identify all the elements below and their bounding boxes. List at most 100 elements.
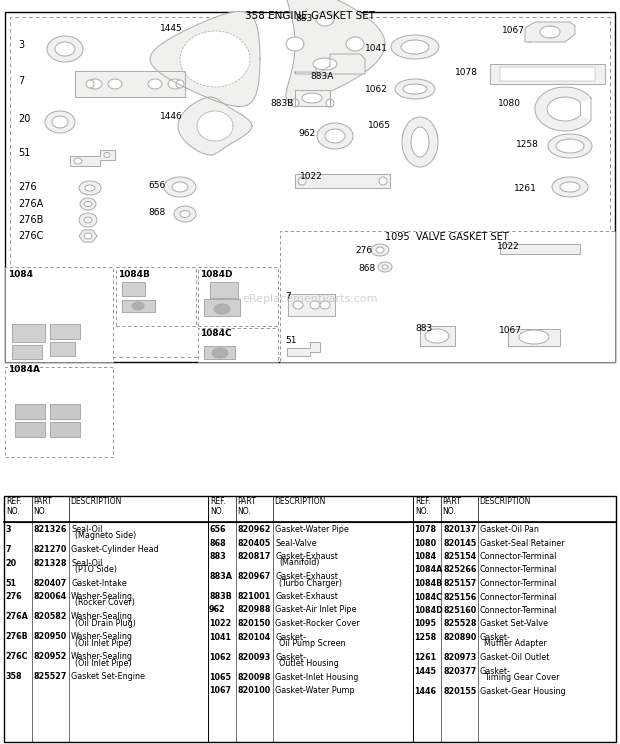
- Text: 1095: 1095: [414, 620, 436, 629]
- Text: 820104: 820104: [238, 632, 272, 641]
- Text: 962: 962: [209, 606, 226, 615]
- Text: 883A: 883A: [209, 572, 232, 581]
- Text: 656: 656: [148, 181, 166, 190]
- Bar: [198, 267, 278, 326]
- Text: (Oil Inlet Pipe): (Oil Inlet Pipe): [75, 638, 131, 647]
- Text: 820890: 820890: [443, 633, 476, 642]
- Text: 1080: 1080: [414, 539, 436, 548]
- Ellipse shape: [55, 42, 75, 56]
- Text: Gasket-Seal Retainer: Gasket-Seal Retainer: [480, 539, 565, 548]
- Text: 820405: 820405: [238, 539, 272, 548]
- Ellipse shape: [148, 79, 162, 89]
- Text: 51: 51: [5, 579, 16, 588]
- Text: Gasket-Water Pipe: Gasket-Water Pipe: [275, 525, 349, 534]
- Polygon shape: [525, 22, 575, 42]
- Text: 820064: 820064: [34, 592, 67, 601]
- Text: Timing Gear Cover: Timing Gear Cover: [484, 673, 559, 682]
- Ellipse shape: [47, 36, 83, 62]
- Ellipse shape: [425, 329, 449, 343]
- Text: 358 ENGINE GASKET SET: 358 ENGINE GASKET SET: [245, 11, 375, 21]
- Polygon shape: [490, 64, 605, 84]
- Text: Gasket-: Gasket-: [480, 667, 511, 676]
- Text: 358: 358: [5, 672, 22, 681]
- Text: 820950: 820950: [34, 632, 67, 641]
- Text: 276A: 276A: [5, 612, 28, 621]
- Ellipse shape: [293, 301, 303, 309]
- Text: 820407: 820407: [34, 579, 67, 588]
- Text: Gasket-Oil Pan: Gasket-Oil Pan: [480, 525, 539, 534]
- Polygon shape: [204, 346, 235, 359]
- Text: Gasket-: Gasket-: [275, 652, 306, 661]
- Text: Washer-Sealing: Washer-Sealing: [71, 592, 133, 601]
- Polygon shape: [15, 404, 45, 419]
- Ellipse shape: [168, 79, 182, 89]
- Ellipse shape: [302, 93, 322, 103]
- Text: DESCRIPTION: DESCRIPTION: [70, 497, 122, 506]
- Text: 51: 51: [285, 336, 296, 345]
- Text: 825154: 825154: [443, 552, 476, 561]
- Polygon shape: [295, 90, 330, 106]
- Ellipse shape: [556, 139, 584, 153]
- Text: 1261: 1261: [414, 653, 436, 662]
- Bar: [5, 267, 113, 362]
- Text: Connector-Terminal: Connector-Terminal: [480, 579, 557, 588]
- Text: 3: 3: [18, 40, 24, 50]
- Text: 20: 20: [18, 114, 30, 124]
- Text: PART
NO.: PART NO.: [33, 497, 52, 516]
- Text: 820973: 820973: [443, 653, 476, 662]
- Polygon shape: [288, 294, 335, 316]
- Text: 1062: 1062: [365, 85, 388, 94]
- Polygon shape: [286, 0, 385, 102]
- Text: Gasket-Water Pump: Gasket-Water Pump: [275, 686, 355, 695]
- Bar: [5, 367, 113, 457]
- Text: Connector-Terminal: Connector-Terminal: [480, 606, 557, 615]
- Ellipse shape: [104, 153, 110, 158]
- Text: Gasket-Cylinder Head: Gasket-Cylinder Head: [71, 545, 159, 554]
- Text: 276B: 276B: [18, 215, 43, 225]
- Text: (Oil Inlet Pipe): (Oil Inlet Pipe): [75, 658, 131, 667]
- Text: 820093: 820093: [238, 652, 272, 661]
- Text: 820137: 820137: [443, 525, 476, 534]
- Ellipse shape: [371, 244, 389, 256]
- Text: 1080: 1080: [498, 99, 521, 108]
- Text: Seal-Valve: Seal-Valve: [275, 539, 317, 548]
- Text: Gasket Set-Valve: Gasket Set-Valve: [480, 620, 548, 629]
- Text: 820967: 820967: [238, 572, 272, 581]
- Text: 820952: 820952: [34, 652, 68, 661]
- Text: Gasket-Air Inlet Pipe: Gasket-Air Inlet Pipe: [275, 606, 356, 615]
- Text: 825528: 825528: [443, 620, 477, 629]
- Text: PART
NO.: PART NO.: [442, 497, 461, 516]
- Text: 821001: 821001: [238, 592, 272, 601]
- Polygon shape: [150, 11, 260, 106]
- Polygon shape: [180, 31, 250, 87]
- Text: 883B: 883B: [209, 592, 232, 601]
- Text: 821270: 821270: [34, 545, 68, 554]
- Ellipse shape: [74, 158, 82, 164]
- Ellipse shape: [540, 26, 560, 38]
- Text: 656: 656: [209, 525, 226, 534]
- Text: Gasket-: Gasket-: [480, 633, 511, 642]
- Text: Gasket-Inlet Housing: Gasket-Inlet Housing: [275, 673, 358, 682]
- Text: 1095  VALVE GASKET SET: 1095 VALVE GASKET SET: [385, 232, 509, 242]
- Text: 1446: 1446: [414, 687, 436, 696]
- Polygon shape: [500, 244, 580, 254]
- Text: Gasket-: Gasket-: [275, 632, 306, 641]
- Text: (PTO Side): (PTO Side): [75, 565, 117, 574]
- Text: 962: 962: [298, 129, 315, 138]
- Text: 276B: 276B: [5, 632, 28, 641]
- Bar: [198, 328, 278, 362]
- Ellipse shape: [86, 80, 94, 88]
- Text: 1067: 1067: [209, 686, 231, 695]
- Polygon shape: [420, 326, 455, 346]
- Text: 868: 868: [209, 539, 226, 548]
- Text: 1022: 1022: [497, 242, 520, 251]
- Text: 20: 20: [5, 559, 16, 568]
- Ellipse shape: [316, 12, 334, 26]
- Text: 1258: 1258: [414, 633, 436, 642]
- Bar: [280, 231, 615, 362]
- Text: 883: 883: [295, 14, 312, 23]
- Ellipse shape: [519, 330, 549, 344]
- Text: 276A: 276A: [18, 199, 43, 209]
- Polygon shape: [70, 150, 115, 166]
- Text: eReplacementParts.com: eReplacementParts.com: [242, 294, 378, 304]
